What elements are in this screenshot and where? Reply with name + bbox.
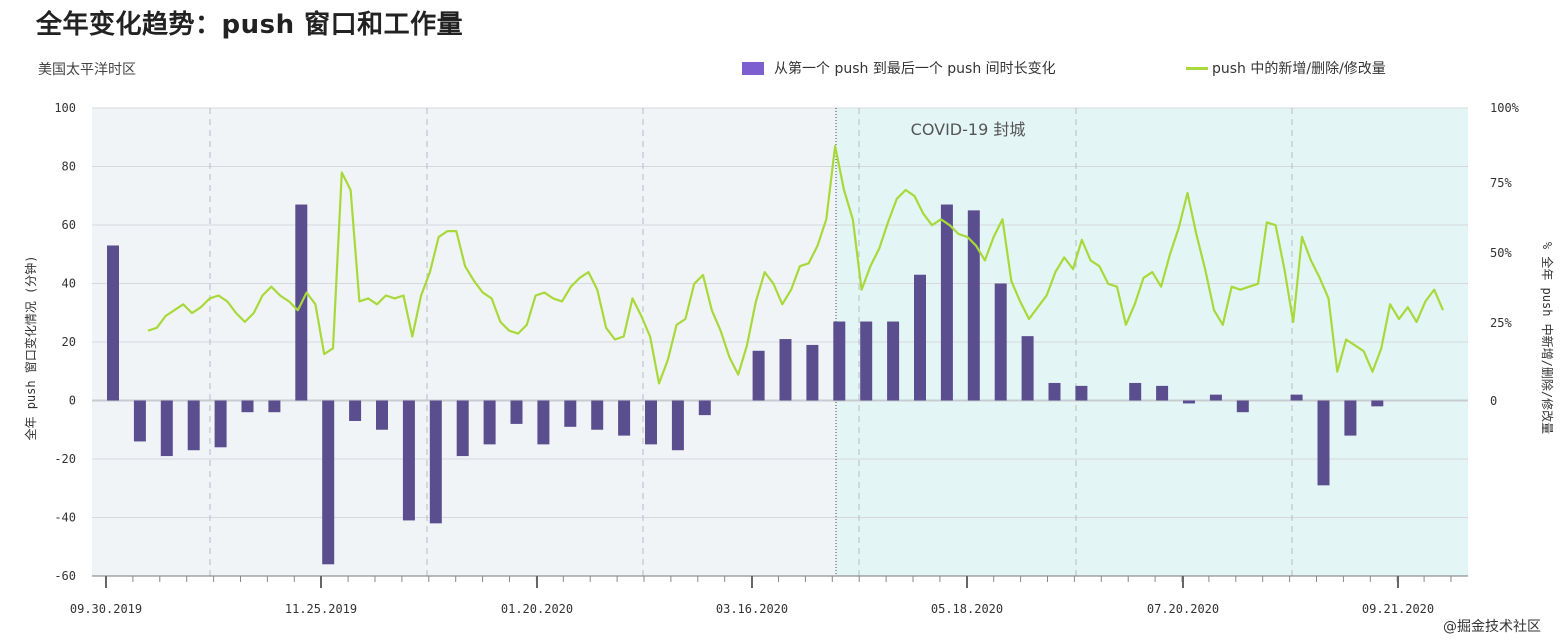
timezone-subtitle: 美国太平洋时区 <box>38 62 136 78</box>
left-tick-label: 100 <box>54 101 76 115</box>
bar <box>510 400 523 424</box>
bar <box>402 400 415 521</box>
x-tick-label: 09.21.2020 <box>1362 602 1434 616</box>
month-dividers <box>209 108 1293 576</box>
bar <box>1290 394 1303 401</box>
bar <box>133 400 146 442</box>
bar <box>1075 385 1088 401</box>
bar <box>994 283 1007 401</box>
right-tick-label: 25% <box>1490 316 1512 330</box>
x-tick-label: 05.18.2020 <box>931 602 1003 616</box>
bar <box>940 204 953 401</box>
bar <box>1156 385 1169 401</box>
bar <box>618 400 631 436</box>
x-tick-label: 01.20.2020 <box>501 602 573 616</box>
bar <box>1317 400 1330 486</box>
bar <box>483 400 496 445</box>
left-tick-label: 0 <box>69 394 76 408</box>
bar <box>160 400 173 457</box>
bar <box>698 400 711 416</box>
legend-bar-label: 从第一个 push 到最后一个 push 间时长变化 <box>774 61 1056 77</box>
left-tick-label: 80 <box>62 160 76 174</box>
bar <box>456 400 469 457</box>
bar <box>1371 400 1384 407</box>
right-axis-ticks: 100% 75% 50% 25% 0 <box>1490 101 1520 408</box>
bar <box>1129 382 1142 401</box>
bar <box>1344 400 1357 436</box>
legend-line-swatch <box>1186 66 1208 70</box>
right-tick-label: 100% <box>1490 101 1520 115</box>
bar <box>591 400 604 430</box>
bar <box>1048 382 1061 401</box>
bar <box>376 400 388 430</box>
right-tick-label: 75% <box>1490 176 1512 190</box>
bar <box>671 400 684 451</box>
bar <box>429 400 442 524</box>
chart-title: 全年变化趋势：push 窗口和工作量 <box>36 10 464 40</box>
left-tick-label: -40 <box>54 511 76 525</box>
bar <box>967 210 980 401</box>
left-axis-label: 全年 push 窗口变化情况 (分钟) <box>23 255 38 440</box>
legend-line-entry: push 中的新增/删除/修改量 <box>1186 58 1386 78</box>
right-tick-label: 50% <box>1490 246 1512 260</box>
bar <box>1209 394 1222 401</box>
covid-annotation: COVID-19 封城 <box>911 120 1026 139</box>
bar <box>537 400 550 445</box>
bar <box>187 400 200 451</box>
bar <box>833 321 846 401</box>
bar <box>860 321 873 401</box>
bar <box>752 350 765 401</box>
bar <box>349 400 362 421</box>
bar-series <box>107 204 1384 565</box>
legend-bar-swatch <box>742 61 764 75</box>
bar <box>914 274 926 401</box>
right-axis-label: % 全年 push 中新增/删除/修改量 <box>1540 242 1555 434</box>
left-tick-label: 60 <box>62 218 76 232</box>
bar <box>107 245 119 401</box>
bar <box>887 321 900 401</box>
left-tick-label: 40 <box>62 277 76 291</box>
x-tick-label: 11.25.2019 <box>285 602 357 616</box>
bar <box>779 339 792 401</box>
legend-line-label: push 中的新增/删除/修改量 <box>1212 61 1386 77</box>
left-tick-label: 20 <box>62 335 76 349</box>
legend-bar-entry: 从第一个 push 到最后一个 push 间时长变化 <box>742 58 1056 78</box>
bar <box>645 400 657 445</box>
right-tick-label: 0 <box>1490 394 1497 408</box>
bar <box>268 400 281 413</box>
x-tick-label: 03.16.2020 <box>716 602 788 616</box>
left-tick-label: -20 <box>54 452 76 466</box>
left-axis-ticks: 100 80 60 40 20 0 -20 -40 -60 <box>54 101 76 583</box>
line-series <box>147 145 1445 385</box>
bar <box>564 400 577 427</box>
bar <box>1183 400 1195 404</box>
x-tick-label: 09.30.2019 <box>70 602 142 616</box>
bar <box>806 344 819 401</box>
x-tick-label: 07.20.2020 <box>1147 602 1219 616</box>
bar <box>1236 400 1249 413</box>
x-axis: 09.30.2019 11.25.2019 01.20.2020 03.16.2020… <box>70 575 1468 616</box>
bar <box>214 400 227 448</box>
bar <box>241 400 254 413</box>
bar <box>1021 336 1034 401</box>
left-tick-label: -60 <box>54 569 76 583</box>
bar <box>322 400 335 565</box>
watermark: @掘金技术社区 <box>1443 619 1541 635</box>
